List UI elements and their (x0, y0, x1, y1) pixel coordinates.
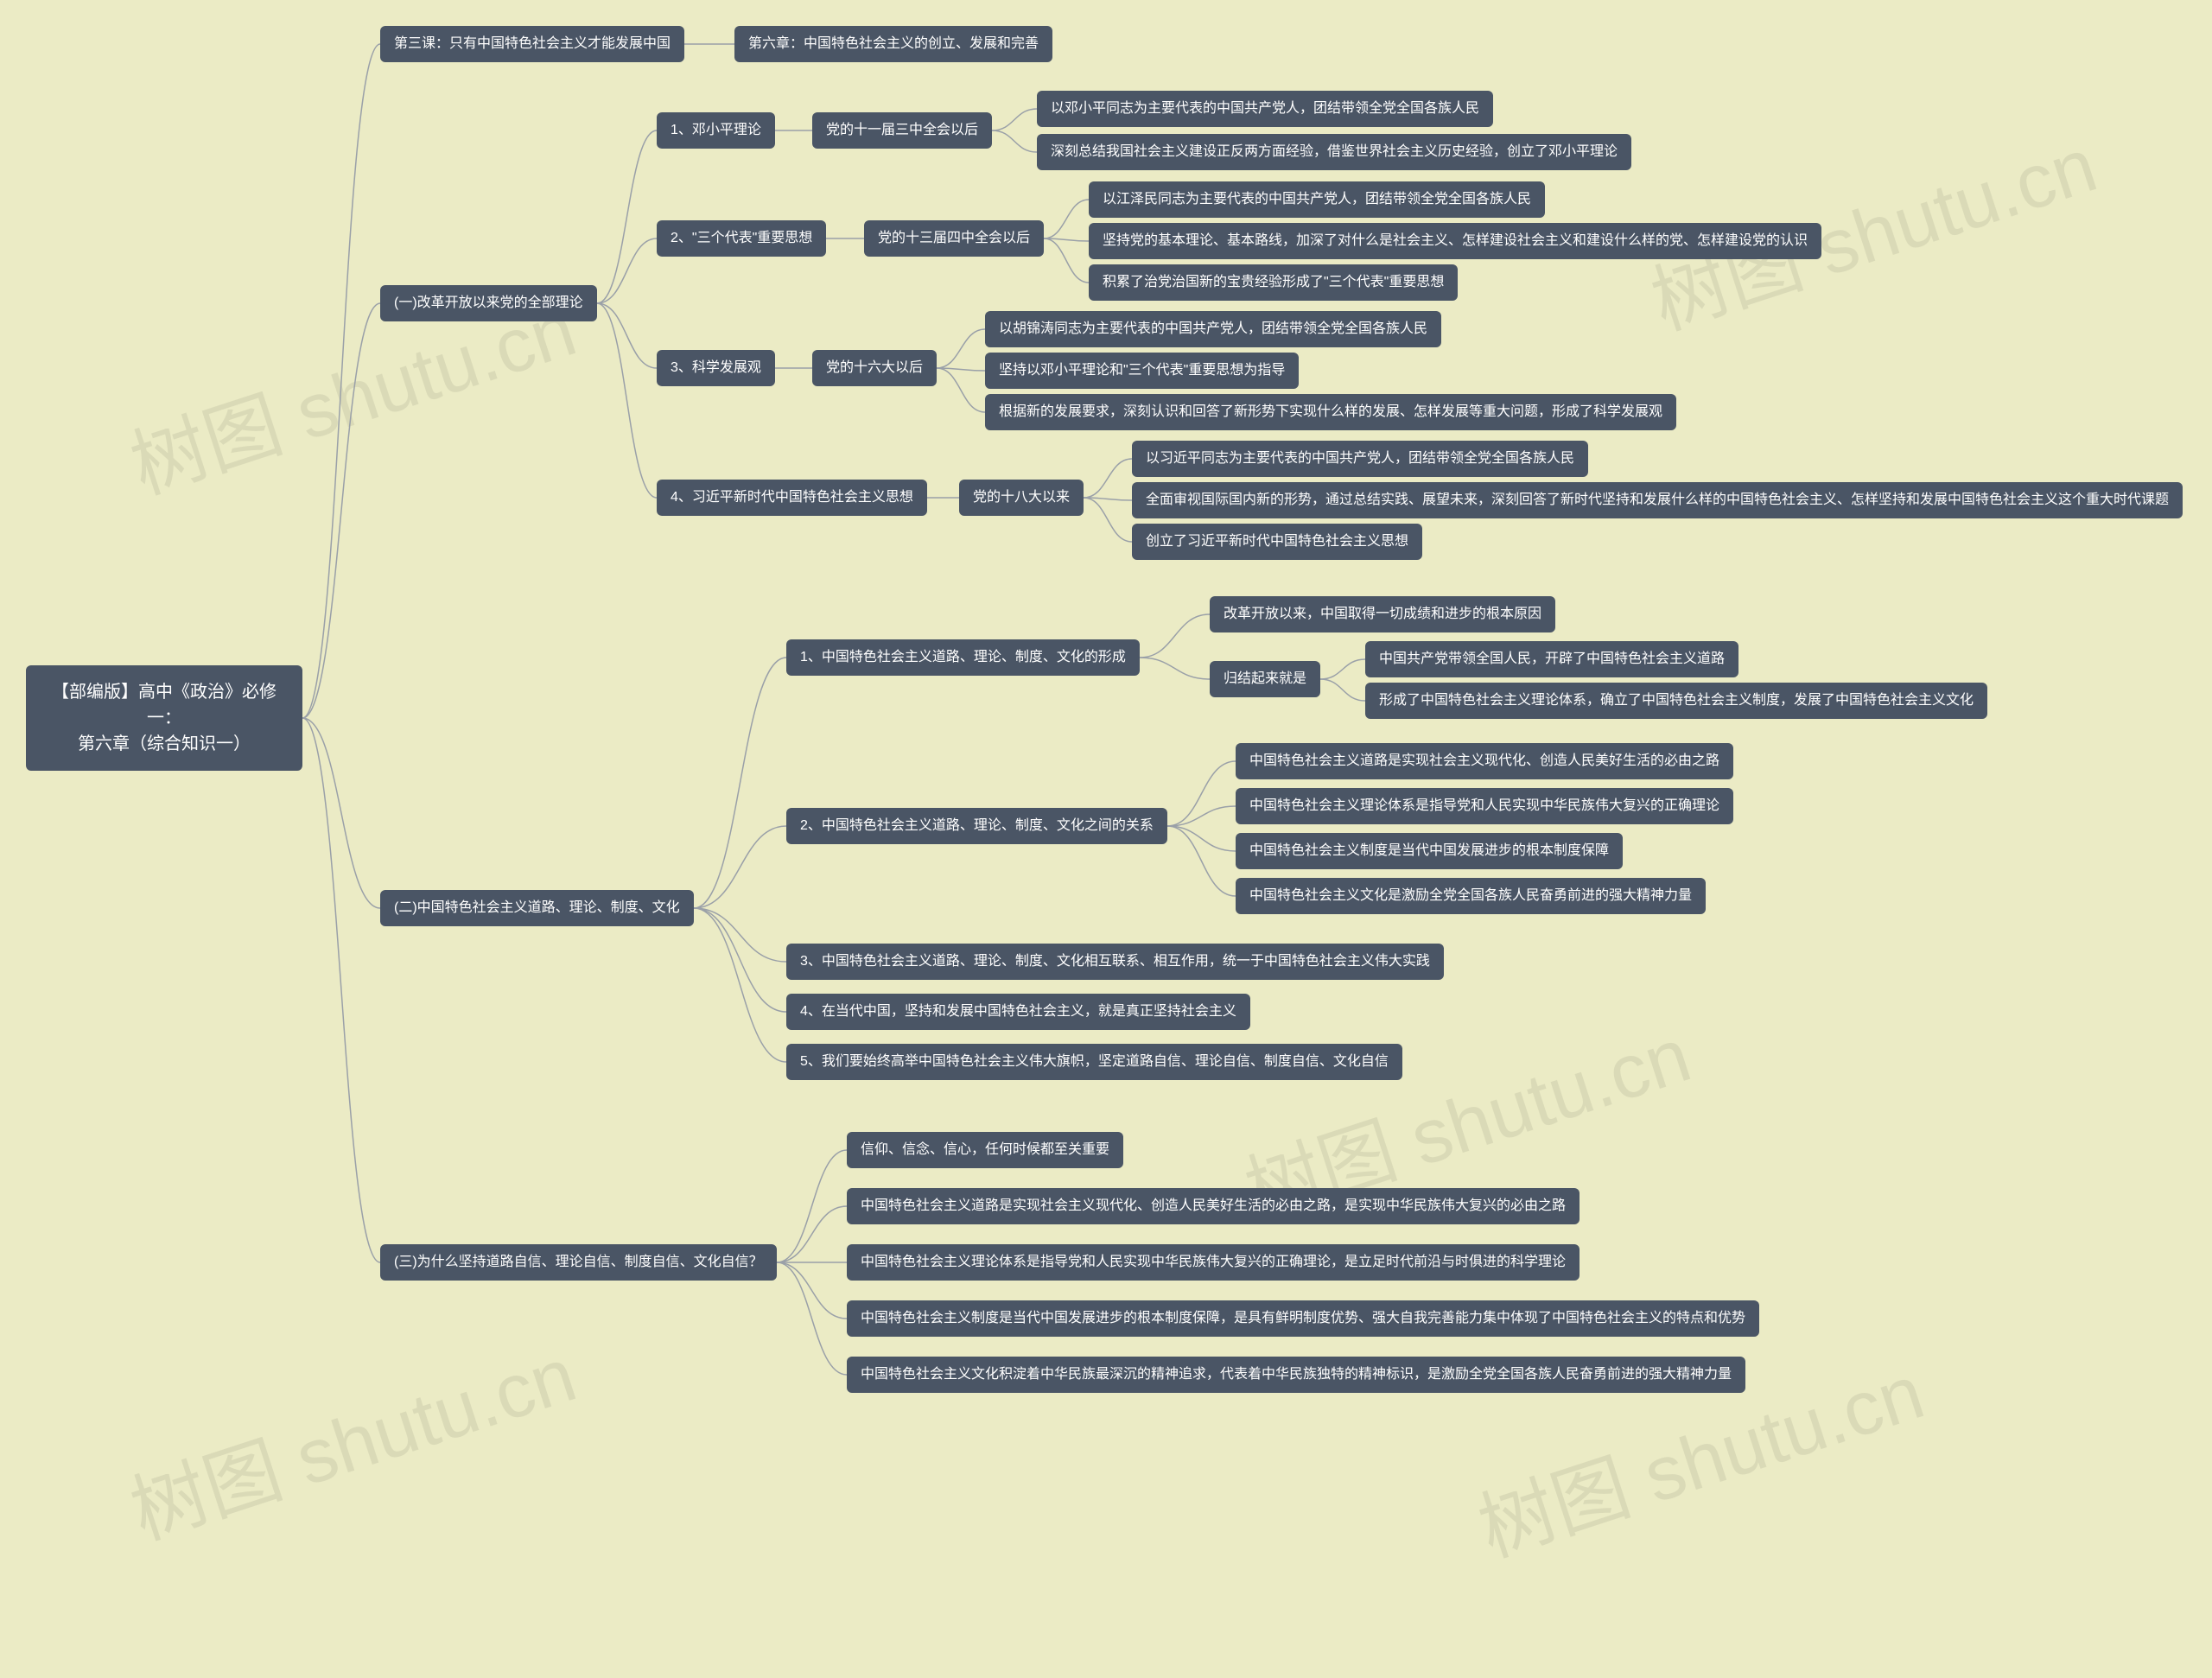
mindmap-node: 以江泽民同志为主要代表的中国共产党人，团结带领全党全国各族人民 (1089, 181, 1545, 218)
mindmap-node: 中国特色社会主义制度是当代中国发展进步的根本制度保障，是具有鲜明制度优势、强大自… (847, 1300, 1759, 1337)
mindmap-node: (二)中国特色社会主义道路、理论、制度、文化 (380, 890, 694, 926)
mindmap-node: 2、中国特色社会主义道路、理论、制度、文化之间的关系 (786, 808, 1167, 844)
mindmap-node: 5、我们要始终高举中国特色社会主义伟大旗帜，坚定道路自信、理论自信、制度自信、文… (786, 1044, 1402, 1080)
mindmap-node: (一)改革开放以来党的全部理论 (380, 285, 597, 321)
mindmap-node: 坚持党的基本理论、基本路线，加深了对什么是社会主义、怎样建设社会主义和建设什么样… (1089, 223, 1821, 259)
mindmap-node: 党的十一届三中全会以后 (812, 112, 992, 149)
mindmap-node: 2、"三个代表"重要思想 (657, 220, 826, 257)
mindmap-node: 中国特色社会主义文化积淀着中华民族最深沉的精神追求，代表着中华民族独特的精神标识… (847, 1357, 1745, 1393)
mindmap-node: 坚持以邓小平理论和"三个代表"重要思想为指导 (985, 353, 1299, 389)
mindmap-node: 中国共产党带领全国人民，开辟了中国特色社会主义道路 (1365, 641, 1738, 677)
mindmap-node: 4、习近平新时代中国特色社会主义思想 (657, 480, 927, 516)
mindmap-node: 创立了习近平新时代中国特色社会主义思想 (1132, 524, 1422, 560)
mindmap-node: 形成了中国特色社会主义理论体系，确立了中国特色社会主义制度，发展了中国特色社会主… (1365, 683, 1987, 719)
mindmap-node: 第六章：中国特色社会主义的创立、发展和完善 (734, 26, 1052, 62)
mindmap-node: 3、中国特色社会主义道路、理论、制度、文化相互联系、相互作用，统一于中国特色社会… (786, 944, 1444, 980)
mindmap-node: 改革开放以来，中国取得一切成绩和进步的根本原因 (1210, 596, 1555, 632)
mindmap-node: 1、邓小平理论 (657, 112, 775, 149)
mindmap-node: 党的十八大以来 (959, 480, 1084, 516)
root-text-line: 【部编版】高中《政治》必修一： (45, 679, 283, 731)
mindmap-node: 归结起来就是 (1210, 661, 1320, 697)
root-text-line: 第六章（综合知识一） (45, 731, 283, 757)
mindmap-node: 信仰、信念、信心，任何时候都至关重要 (847, 1132, 1123, 1168)
mindmap-node: 中国特色社会主义理论体系是指导党和人民实现中华民族伟大复兴的正确理论，是立足时代… (847, 1244, 1580, 1281)
mindmap-node: 中国特色社会主义制度是当代中国发展进步的根本制度保障 (1236, 833, 1623, 869)
mindmap-node: 以胡锦涛同志为主要代表的中国共产党人，团结带领全党全国各族人民 (985, 311, 1441, 347)
mindmap-node: 党的十三届四中全会以后 (864, 220, 1044, 257)
mindmap-root: 【部编版】高中《政治》必修一：第六章（综合知识一） (26, 665, 302, 771)
mindmap-node: 积累了治党治国新的宝贵经验形成了"三个代表"重要思想 (1089, 264, 1458, 301)
mindmap-node: 根据新的发展要求，深刻认识和回答了新形势下实现什么样的发展、怎样发展等重大问题，… (985, 394, 1676, 430)
mindmap-node: 中国特色社会主义文化是激励全党全国各族人民奋勇前进的强大精神力量 (1236, 878, 1706, 914)
mindmap-node: 第三课：只有中国特色社会主义才能发展中国 (380, 26, 684, 62)
mindmap-node: 中国特色社会主义理论体系是指导党和人民实现中华民族伟大复兴的正确理论 (1236, 788, 1733, 824)
mindmap-node: 以邓小平同志为主要代表的中国共产党人，团结带领全党全国各族人民 (1037, 91, 1493, 127)
mindmap-node: 党的十六大以后 (812, 350, 937, 386)
mindmap-node: 全面审视国际国内新的形势，通过总结实践、展望未来，深刻回答了新时代坚持和发展什么… (1132, 482, 2183, 518)
mindmap-node: 4、在当代中国，坚持和发展中国特色社会主义，就是真正坚持社会主义 (786, 994, 1250, 1030)
mindmap-node: 深刻总结我国社会主义建设正反两方面经验，借鉴世界社会主义历史经验，创立了邓小平理… (1037, 134, 1631, 170)
mindmap-node: 3、科学发展观 (657, 350, 775, 386)
watermark-text: 树图 shutu.cn (115, 1314, 587, 1561)
mindmap-node: 中国特色社会主义道路是实现社会主义现代化、创造人民美好生活的必由之路 (1236, 743, 1733, 779)
mindmap-node: 中国特色社会主义道路是实现社会主义现代化、创造人民美好生活的必由之路，是实现中华… (847, 1188, 1580, 1224)
mindmap-node: 以习近平同志为主要代表的中国共产党人，团结带领全党全国各族人民 (1132, 441, 1588, 477)
mindmap-node: (三)为什么坚持道路自信、理论自信、制度自信、文化自信？ (380, 1244, 777, 1281)
mindmap-node: 1、中国特色社会主义道路、理论、制度、文化的形成 (786, 639, 1140, 676)
